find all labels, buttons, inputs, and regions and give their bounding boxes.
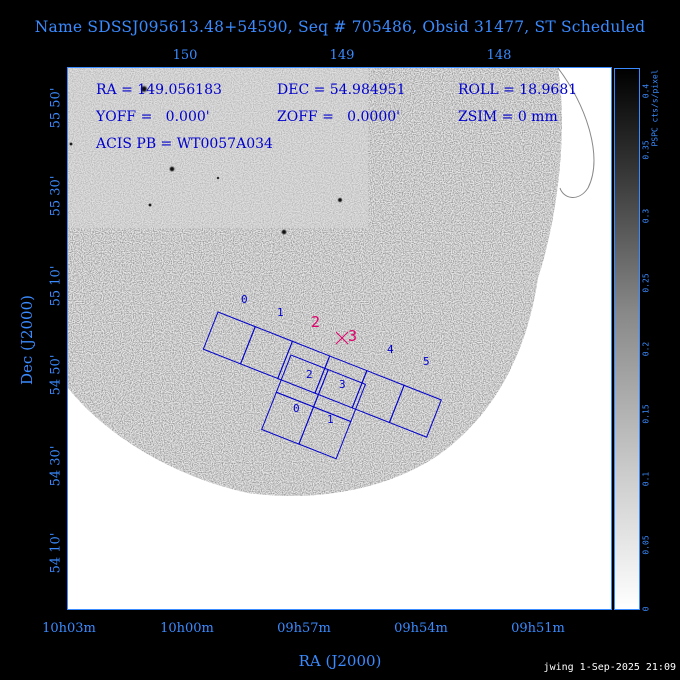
acis-i-array	[261, 354, 367, 460]
top-tick-label: 149	[329, 48, 355, 63]
bottom-tick-label: 09h57m	[277, 621, 331, 636]
colorbar-tick: 0	[641, 606, 651, 612]
colorbar	[614, 68, 640, 610]
top-tick-label: 150	[172, 48, 198, 63]
colorbar-tick: 0.2	[641, 341, 651, 357]
colorbar-title: PSPC cts/s/pixel	[650, 69, 660, 147]
star-source	[336, 196, 344, 204]
chip-label: 3	[348, 327, 358, 345]
chip-label: 2	[306, 368, 313, 381]
left-tick-label: 55 10'	[48, 265, 64, 307]
chip-label: 1	[327, 413, 334, 426]
left-tick-label: 55 30'	[48, 175, 64, 217]
exposure-edge	[557, 68, 595, 198]
page-title: Name SDSSJ095613.48+54590, Seq # 705486,…	[34, 18, 646, 36]
top-tick-label: 148	[486, 48, 512, 63]
timestamp-stamp: jwing 1-Sep-2025 21:09	[543, 662, 676, 673]
chip-label: 1	[277, 306, 284, 319]
star-source	[147, 202, 153, 208]
dec-readout: DEC = 54.984951	[277, 82, 406, 98]
x-axis-label: RA (J2000)	[298, 652, 382, 670]
left-tick-label: 54 30'	[48, 445, 64, 487]
chip-label: 4	[387, 343, 394, 356]
roll-readout: ROLL = 18.9681	[458, 82, 578, 98]
colorbar-tick: 0.4	[641, 83, 651, 99]
sky-image	[68, 68, 612, 610]
zoff-readout: ZOFF = 0.0000'	[277, 109, 400, 125]
ra-readout: RA = 149.056183	[96, 82, 222, 98]
left-tick-label: 55 50'	[48, 87, 64, 129]
colorbar-tick: 0.3	[641, 208, 651, 224]
colorbar-tick: 0.15	[641, 404, 651, 424]
yoff-readout: YOFF = 0.000'	[96, 109, 210, 125]
bottom-tick-label: 09h54m	[394, 621, 448, 636]
colorbar-tick: 0.35	[641, 140, 651, 160]
chip-label: 5	[423, 355, 430, 368]
chip-label: 2	[311, 313, 321, 331]
chip-label: 3	[339, 378, 346, 391]
bottom-tick-label: 09h51m	[511, 621, 565, 636]
aimpoint-marker	[335, 331, 349, 345]
star-source	[139, 84, 149, 94]
bottom-tick-label: 10h03m	[42, 621, 96, 636]
chip-label: 0	[293, 402, 300, 415]
colorbar-tick: 0.05	[641, 535, 651, 555]
acis-s-array	[202, 311, 442, 438]
acis-pb-readout: ACIS PB = WT0057A034	[96, 136, 273, 152]
star-source	[68, 141, 74, 147]
colorbar-tick: 0.25	[641, 273, 651, 293]
star-source	[216, 176, 220, 180]
colorbar-tick: 0.1	[641, 471, 651, 487]
left-tick-label: 54 10'	[48, 532, 64, 574]
y-axis-label: Dec (J2000)	[18, 295, 36, 385]
field-of-view	[68, 68, 562, 496]
acis-chip	[388, 384, 442, 438]
zsim-readout: ZSIM = 0 mm	[458, 109, 558, 125]
star-source	[168, 165, 176, 173]
acis-chip	[298, 406, 352, 460]
left-tick-label: 54 50'	[48, 354, 64, 396]
star-source	[280, 228, 288, 236]
bottom-tick-label: 10h00m	[160, 621, 214, 636]
chip-label: 0	[241, 293, 248, 306]
